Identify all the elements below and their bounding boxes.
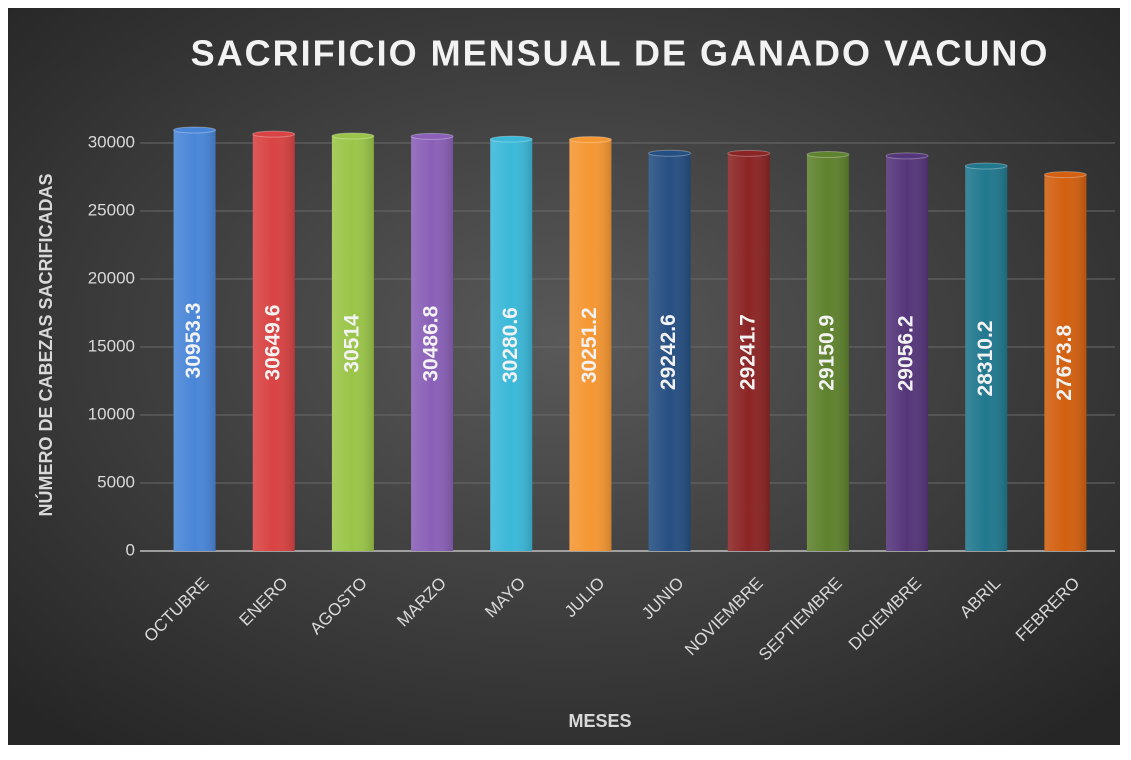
- bar-shade: [173, 130, 216, 551]
- bar-shade: [1044, 174, 1087, 551]
- y-tick-label: 30000: [88, 132, 135, 151]
- data-label: 30514: [340, 314, 363, 373]
- bar-shade: [965, 165, 1008, 552]
- y-tick-label: 25000: [88, 200, 135, 219]
- y-tick-label: 10000: [88, 404, 135, 423]
- bar-top: [568, 136, 612, 144]
- bar-shade: [331, 136, 374, 552]
- bar-top: [806, 151, 850, 159]
- data-label: 30649.6: [261, 305, 284, 381]
- data-label: 28310.2: [974, 321, 997, 397]
- bar-shade: [252, 134, 295, 551]
- data-label: 30486.8: [420, 305, 443, 381]
- data-label: 29241.7: [736, 314, 759, 390]
- bar-top: [489, 135, 533, 143]
- data-label: 27673.8: [1053, 325, 1076, 401]
- y-axis-title: NÚMERO DE CABEZAS SACRIFICADAS: [35, 173, 56, 516]
- bar-shade: [806, 154, 849, 551]
- bar-top: [648, 149, 692, 157]
- data-label: 30280.6: [499, 307, 522, 383]
- bar-shade: [648, 153, 691, 551]
- bar-top: [410, 132, 454, 140]
- data-label: 29056.2: [895, 315, 918, 391]
- bar-top: [173, 126, 217, 134]
- data-label: 30251.2: [578, 307, 601, 383]
- data-label: 29242.6: [657, 314, 680, 390]
- data-label: 30953.3: [182, 303, 205, 379]
- y-tick-label: 20000: [88, 268, 135, 287]
- bar-top: [331, 132, 375, 140]
- chart-title: SACRIFICIO MENSUAL DE GANADO VACUNO: [191, 33, 1050, 74]
- bar-top: [885, 152, 929, 160]
- y-tick-label: 15000: [88, 336, 135, 355]
- bar-top: [964, 162, 1008, 170]
- y-tick-label: 0: [126, 540, 135, 559]
- y-tick-label: 5000: [97, 472, 135, 491]
- bar-top: [1043, 171, 1087, 179]
- bar-shade: [569, 139, 612, 551]
- bar-top: [252, 130, 296, 138]
- bar-shade: [886, 155, 929, 551]
- bar-shade: [490, 139, 533, 551]
- bar-shade: [727, 153, 770, 552]
- data-label: 29150.9: [815, 315, 838, 391]
- x-axis-title: MESES: [568, 711, 631, 731]
- bar-shade: [411, 136, 454, 551]
- bar-top: [727, 149, 771, 157]
